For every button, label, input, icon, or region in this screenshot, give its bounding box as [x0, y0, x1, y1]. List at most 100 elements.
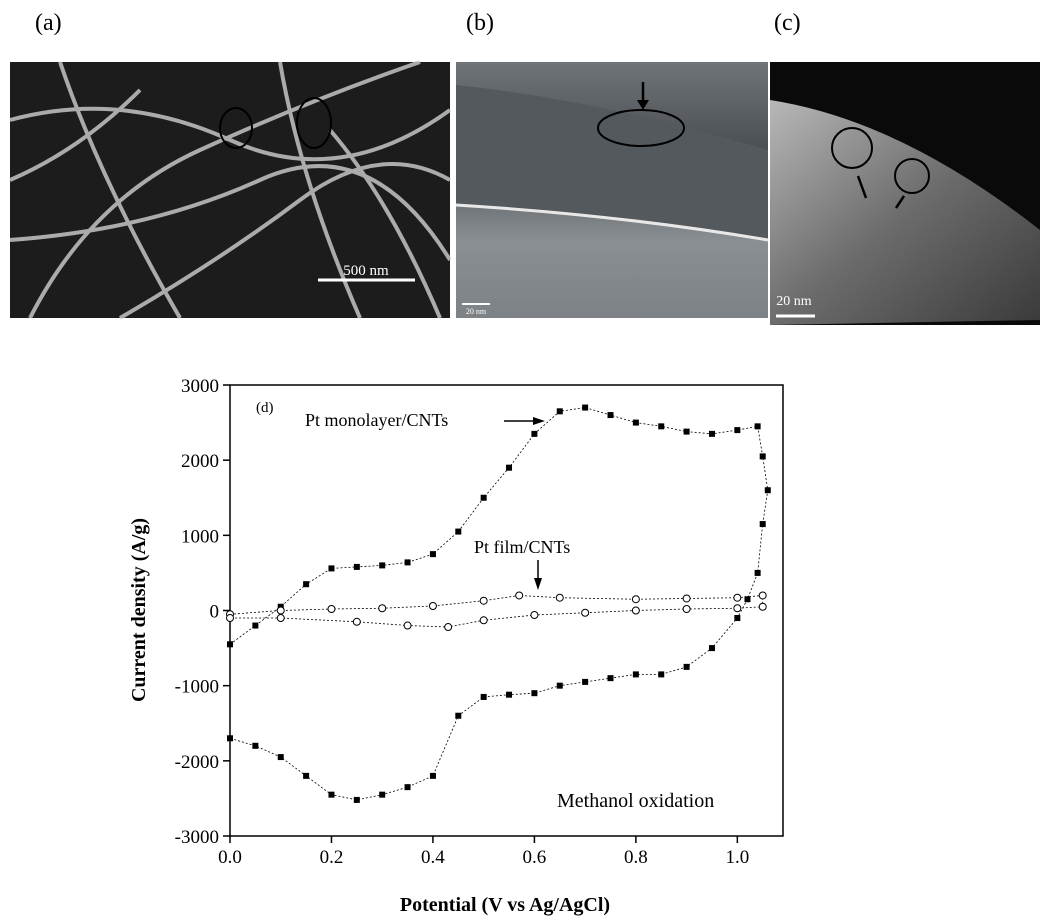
data-point [429, 602, 436, 609]
data-point [734, 594, 741, 601]
data-point [683, 605, 690, 612]
data-point [608, 412, 614, 418]
data-point [430, 773, 436, 779]
data-point [582, 679, 588, 685]
data-point [227, 735, 233, 741]
annotation: Pt film/CNTs [474, 537, 570, 557]
data-point [303, 773, 309, 779]
data-point [658, 423, 664, 429]
y-tick-label: -3000 [175, 827, 219, 848]
x-tick-label: 0.6 [523, 847, 547, 868]
data-point [684, 664, 690, 670]
data-point [658, 671, 664, 677]
data-point [632, 596, 639, 603]
y-tick-label: 3000 [181, 376, 219, 397]
data-point [480, 617, 487, 624]
data-point [582, 405, 588, 411]
data-point [516, 592, 523, 599]
data-point [430, 551, 436, 557]
data-point [709, 431, 715, 437]
data-point [734, 605, 741, 612]
data-point [277, 615, 284, 622]
data-point [379, 562, 385, 568]
data-point [354, 564, 360, 570]
series-line [230, 595, 763, 627]
data-point [455, 713, 461, 719]
data-point [445, 624, 452, 631]
data-point [684, 429, 690, 435]
y-tick-label: 2000 [181, 451, 219, 472]
data-point [734, 427, 740, 433]
data-point [759, 592, 766, 599]
figure: (a) (b) (c) 500 nm 20 nm 20 nm [0, 0, 1047, 919]
scale-bar-label: 500 nm [343, 263, 389, 279]
panel-label: (b) [466, 10, 494, 36]
data-point [632, 607, 639, 614]
data-point [353, 618, 360, 625]
data-point [582, 609, 589, 616]
data-point [633, 671, 639, 677]
data-point [557, 408, 563, 414]
data-point [227, 615, 234, 622]
data-point [734, 615, 740, 621]
data-point [760, 453, 766, 459]
data-point [278, 754, 284, 760]
x-tick-label: 0.0 [218, 847, 242, 868]
y-tick-label: -2000 [175, 752, 219, 773]
data-point [633, 420, 639, 426]
data-point [557, 683, 563, 689]
data-point [328, 605, 335, 612]
x-tick-label: 0.8 [624, 847, 648, 868]
data-point [227, 641, 233, 647]
data-point [379, 792, 385, 798]
tem-image: 20 nm [456, 62, 768, 318]
annotation: Pt monolayer/CNTs [305, 410, 448, 430]
x-tick-label: 1.0 [725, 847, 749, 868]
data-point [765, 487, 771, 493]
data-point [506, 465, 512, 471]
data-point [760, 521, 766, 527]
x-axis-title: Potential (V vs Ag/AgCl) [400, 894, 610, 916]
sem-image: 500 nm [10, 62, 450, 318]
plot-frame [230, 385, 783, 836]
data-point [755, 570, 761, 576]
panel-label: (c) [774, 10, 801, 36]
data-point [455, 529, 461, 535]
data-point [252, 743, 258, 749]
panel-label: (a) [35, 10, 62, 36]
y-tick-label: -1000 [175, 677, 219, 698]
data-point [328, 792, 334, 798]
data-point [506, 692, 512, 698]
annotation: Methanol oxidation [557, 790, 714, 812]
data-point [709, 645, 715, 651]
data-point [405, 559, 411, 565]
data-point [531, 612, 538, 619]
data-point [759, 603, 766, 610]
page: (a) (b) (c) 500 nm 20 nm 20 nm [0, 0, 1047, 924]
stem-image: 20 nm [770, 62, 1040, 325]
scale-bar-label: 20 nm [776, 294, 812, 309]
data-point [531, 690, 537, 696]
y-tick-label: 0 [210, 602, 220, 623]
x-tick-label: 0.4 [421, 847, 445, 868]
data-point [303, 581, 309, 587]
y-tick-label: 1000 [181, 526, 219, 547]
data-point [252, 623, 258, 629]
data-point [755, 423, 761, 429]
data-point [354, 797, 360, 803]
data-point [480, 597, 487, 604]
data-point [608, 675, 614, 681]
data-point [481, 495, 487, 501]
annotation-arrows [504, 417, 545, 590]
data-point [531, 431, 537, 437]
data-point [328, 565, 334, 571]
y-axis-title: Current density (A/g) [128, 518, 150, 702]
data-point [481, 694, 487, 700]
panel-label: (d) [256, 400, 274, 416]
data-point [277, 607, 284, 614]
x-tick-label: 0.2 [320, 847, 344, 868]
data-point [379, 605, 386, 612]
data-point [405, 784, 411, 790]
data-point [404, 622, 411, 629]
data-point [683, 595, 690, 602]
